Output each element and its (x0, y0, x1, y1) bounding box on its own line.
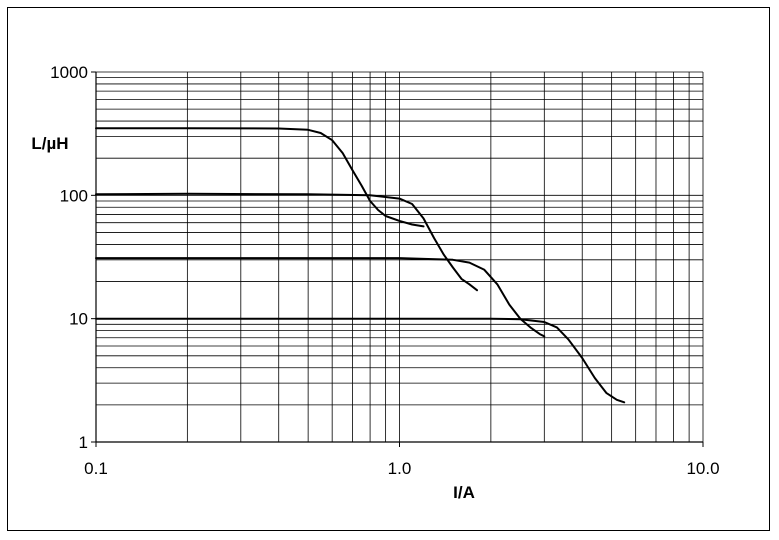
y-tick-label: 1000 (50, 63, 88, 82)
y-axis-title: L/µH (31, 134, 68, 153)
series-line-1 (95, 127, 425, 228)
x-axis-title: I/A (453, 483, 475, 502)
x-tick-label: 0.1 (84, 459, 108, 478)
y-tick-label: 10 (69, 310, 88, 329)
x-tick-label: 10.0 (686, 459, 719, 478)
series-line-4 (95, 317, 626, 404)
series-lines (95, 127, 626, 404)
grid (95, 71, 704, 443)
y-tick-label: 1 (79, 433, 88, 452)
x-tick-label: 1.0 (388, 459, 412, 478)
series-line-2 (95, 192, 478, 292)
chart-frame: 1000 100 10 1 0.1 1.0 10.0 I/A L/µH (7, 7, 770, 531)
axes (91, 71, 704, 447)
chart: 1000 100 10 1 0.1 1.0 10.0 I/A L/µH (31, 63, 719, 502)
series-line-3 (95, 257, 546, 338)
tick-labels: 1000 100 10 1 0.1 1.0 10.0 (50, 63, 719, 478)
y-tick-label: 100 (60, 186, 88, 205)
